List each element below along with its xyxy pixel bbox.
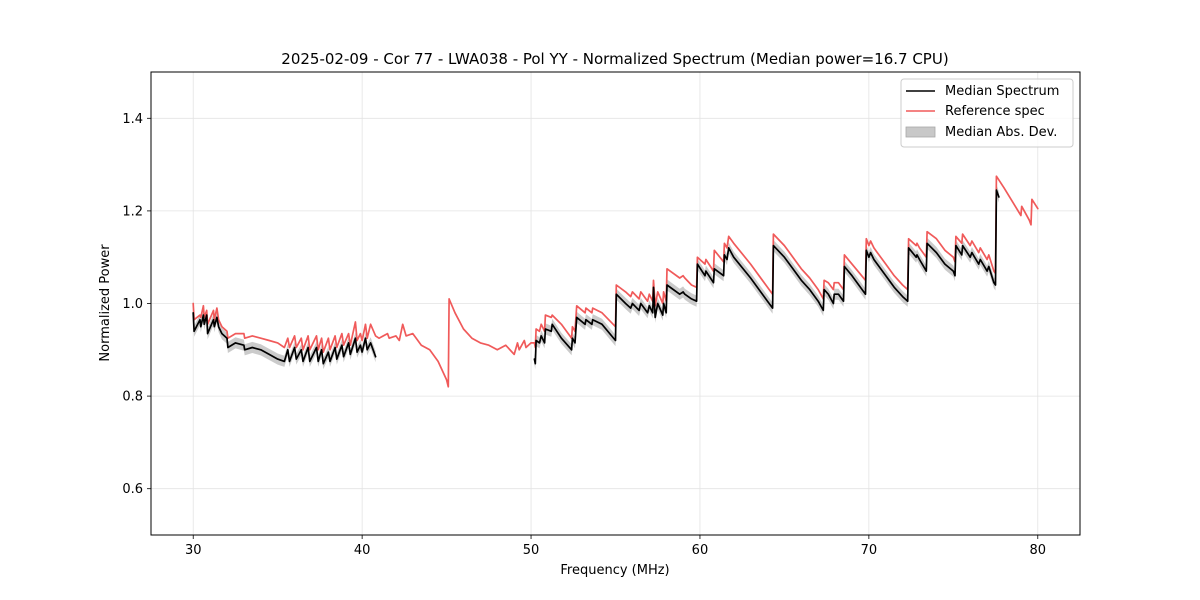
series-lines (192, 175, 1039, 388)
y-tick-label: 0.6 (122, 482, 143, 497)
legend: Median Spectrum Reference spec Median Ab… (900, 78, 1074, 148)
mad-band (193, 184, 999, 370)
x-axis-ticks: 30 40 50 60 70 80 (185, 535, 1046, 558)
y-tick-label: 1.2 (122, 204, 143, 219)
y-axis-ticks: 0.6 0.8 1.0 1.2 1.4 (122, 112, 151, 497)
legend-swatch-mad (905, 126, 936, 138)
x-tick-label: 30 (185, 543, 202, 558)
y-tick-label: 1.0 (122, 297, 143, 312)
y-axis-label: Normalized Power (98, 244, 113, 362)
mad-band-area (193, 307, 376, 370)
median-spectrum-line (192, 311, 377, 365)
median-spectrum-line (533, 189, 1000, 365)
y-tick-label: 1.4 (122, 112, 143, 127)
x-tick-label: 40 (354, 543, 371, 558)
reference-spec-line (192, 175, 1039, 388)
legend-label-mad: Median Abs. Dev. (945, 125, 1057, 140)
legend-box (900, 78, 1074, 148)
x-tick-label: 60 (692, 543, 709, 558)
legend-label-median: Median Spectrum (945, 84, 1059, 99)
x-axis-label: Frequency (MHz) (560, 563, 669, 578)
y-tick-label: 0.8 (122, 390, 143, 405)
chart-title: 2025-02-09 - Cor 77 - LWA038 - Pol YY - … (281, 50, 948, 68)
x-tick-label: 70 (861, 543, 878, 558)
legend-label-reference: Reference spec (945, 104, 1045, 119)
x-tick-label: 50 (523, 543, 540, 558)
x-tick-label: 80 (1029, 543, 1046, 558)
